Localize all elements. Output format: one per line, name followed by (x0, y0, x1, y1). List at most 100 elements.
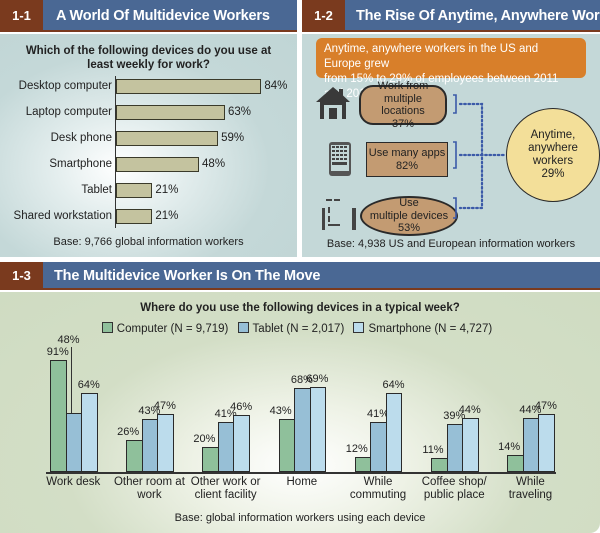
bar (141, 419, 159, 472)
bar-value-label: 48% (57, 334, 80, 347)
panel-multidevice-workers: 1-1 A World Of Multidevice Workers Which… (0, 0, 297, 257)
bar-category-label: Laptop computer (25, 106, 112, 118)
chart-question: Where do you use the following devices i… (140, 302, 460, 314)
bar (446, 424, 463, 472)
bar-value-label: 84% (264, 80, 288, 92)
category-label-line: Other room at (113, 476, 185, 488)
bar (202, 447, 219, 472)
category-label-line: Home (286, 476, 318, 488)
chart-legend: Computer (N = 9,719) Tablet (N = 2,017) … (0, 322, 600, 335)
bar-value-label: 43% (269, 405, 292, 418)
growth-callout: Anytime, anywhere workers in the US and … (316, 38, 586, 100)
bar (50, 360, 67, 472)
bar (522, 417, 540, 472)
summary-label: Anytime, (530, 129, 576, 141)
summary-label: workers (532, 155, 574, 167)
panel-header: 1-1 A World Of Multidevice Workers (0, 0, 297, 32)
bar-value-label: 26% (117, 426, 140, 439)
tablet-icon (329, 142, 351, 176)
bar (116, 105, 225, 120)
stat-value: 53% (397, 222, 421, 235)
category-label-line: Coffee shop/ (421, 476, 487, 488)
panel-number-badge: 1-3 (0, 262, 43, 290)
stat-label: Use many apps (368, 147, 446, 159)
bar (294, 388, 311, 472)
bar (233, 415, 250, 472)
panel-anytime-anywhere-workers: 1-2 The Rise Of Anytime, Anywhere Worker… (302, 0, 600, 257)
panel-title: The Multidevice Worker Is On The Move (54, 268, 321, 284)
category-label: Work desk (28, 476, 118, 489)
legend-label: Tablet (N = 2,017) (252, 323, 345, 335)
bar-value-label: 41% (367, 407, 390, 420)
stat-label: Work from (377, 80, 429, 92)
category-label-line: Work desk (46, 476, 101, 488)
bar (116, 183, 153, 198)
y-axis-line (115, 76, 116, 228)
bar-value-label: 12% (345, 443, 368, 456)
bar-value-label: 43% (138, 405, 161, 418)
summary-label: anywhere (528, 142, 578, 154)
category-label: While commuting (333, 476, 423, 501)
label-leader-line (70, 347, 72, 413)
stat-pill-apps: Use many apps 82% (366, 142, 448, 177)
panel-number-badge: 1-2 (302, 0, 345, 32)
summary-value: 29% (541, 168, 565, 180)
bar-value-label: 64% (382, 379, 405, 392)
question-line: least weekly for work? (87, 59, 210, 71)
bar-value-label: 47% (153, 400, 176, 413)
panel-header: 1-2 The Rise Of Anytime, Anywhere Worker… (302, 0, 600, 32)
category-label-line: Other work or (190, 476, 261, 488)
bar (538, 414, 555, 472)
stat-value: 82% (395, 159, 419, 172)
category-label: While traveling (485, 476, 575, 501)
panel-title: A World Of Multidevice Workers (56, 8, 270, 24)
stat-label: multiple locations (381, 92, 425, 118)
bar-value-label: 69% (306, 373, 329, 386)
panel-header: 1-3 The Multidevice Worker Is On The Mov… (0, 262, 600, 290)
bar (462, 417, 479, 472)
bar-value-label: 44% (458, 403, 481, 416)
bar (309, 387, 327, 472)
bar-value-label: 11% (422, 444, 444, 457)
legend-swatch (353, 322, 365, 333)
category-label-line: work (137, 488, 162, 501)
base-note: Base: 4,938 US and European information … (326, 238, 576, 250)
bar (278, 419, 296, 472)
bar-value-label: 47% (534, 400, 557, 413)
bar (431, 458, 448, 472)
category-label: Coffee shop/public place (409, 476, 499, 501)
bar (116, 157, 200, 172)
bar-value-label: 46% (230, 401, 253, 414)
category-label-line: commuting (349, 488, 407, 501)
panel-title: The Rise Of Anytime, Anywhere Workers (356, 8, 600, 24)
stat-value: 37% (391, 117, 415, 130)
category-label: Other room at work (104, 476, 194, 501)
bar-value-label: 44% (519, 403, 542, 416)
base-note: Base: global information workers using e… (174, 512, 426, 524)
category-label-line: traveling (508, 488, 553, 501)
category-label: Home (257, 476, 347, 489)
bar-value-label: 63% (227, 106, 252, 118)
multiple-devices-icon (322, 199, 356, 230)
panel-number-badge: 1-1 (0, 0, 43, 32)
bar-value-label: 68% (290, 374, 313, 387)
bar-category-label: Smartphone (49, 158, 112, 170)
summary-circle: Anytime, anywhere workers 29% (506, 108, 600, 202)
legend-swatch (237, 322, 249, 333)
legend-swatch (101, 322, 113, 333)
bar-value-label: 59% (221, 132, 245, 144)
category-label-line: client facility (194, 488, 257, 501)
x-axis-line (46, 472, 556, 474)
bar (81, 393, 98, 472)
stat-pill-locations: Work from multiple locations 37% (359, 80, 447, 130)
stat-label: Use (399, 197, 419, 210)
legend-item-smartphone: Smartphone (N = 4,727) (353, 322, 493, 335)
bar-value-label: 39% (443, 410, 466, 423)
bar (385, 393, 403, 472)
bar-value-label: 21% (155, 210, 179, 222)
stat-label: multiple devices (369, 209, 449, 222)
bar (507, 454, 524, 472)
legend-item-tablet: Tablet (N = 2,017) (237, 322, 345, 335)
bar (157, 414, 174, 472)
legend-label: Smartphone (N = 4,727) (368, 323, 493, 335)
